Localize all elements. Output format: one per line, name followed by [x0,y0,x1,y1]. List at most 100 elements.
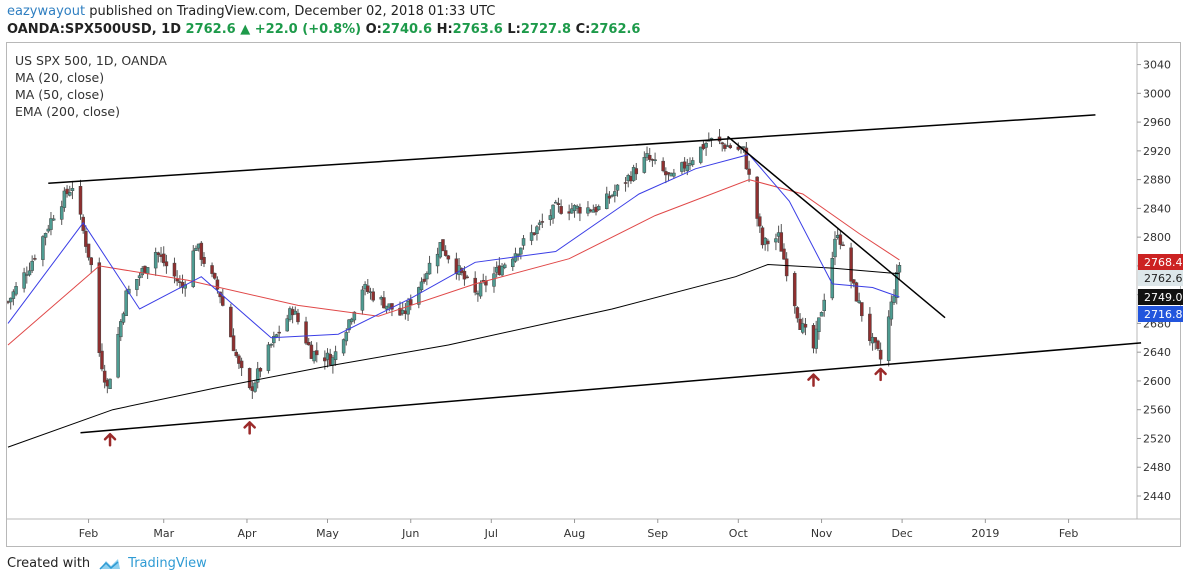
candle-body [540,221,545,223]
candle-body [247,368,252,389]
open-label: O: [365,22,382,37]
legend-ma20[interactable]: MA (20, close) [15,70,105,85]
candle-body [352,311,357,321]
candle-body [894,272,899,298]
chart-legend: US SPX 500, 1D, OANDA MA (20, close) MA … [15,52,167,120]
candle-body [255,368,260,383]
candle-body [70,188,75,191]
candle-body [653,159,657,161]
candle-body [473,277,477,293]
candle-body [116,333,120,378]
candle-body [409,299,413,306]
candle-body [221,296,225,306]
trendline-descending-resistance [727,135,946,319]
candle-body [860,302,864,317]
tradingview-logo-icon[interactable] [98,557,122,571]
candle-body [876,340,880,349]
candle-body [210,265,214,274]
plot-area [7,128,902,448]
candle-body [741,146,746,148]
x-tick-label: May [316,527,339,540]
legend-ma50[interactable]: MA (50, close) [15,87,105,102]
candle-body [215,279,220,290]
candle-body [78,186,83,215]
candle-body [897,265,902,273]
up-arrow-icon [874,367,887,382]
candle-body [779,232,784,252]
author-link[interactable]: eazywayout [7,4,86,19]
y-tick-label: 2480 [1143,461,1171,474]
candle-body [720,142,724,145]
low-value: 2727.8 [520,22,572,37]
tradingview-brand[interactable]: TradingView [128,556,207,571]
candle-body [500,266,504,276]
candle-body [792,272,797,307]
trendline-lower-channel [80,342,1142,434]
ema200-line [7,263,900,448]
legend-ema200[interactable]: EMA (200, close) [15,104,120,119]
candle-body [65,188,69,195]
candle-body [199,242,204,260]
candle-body [822,299,826,312]
candle-body [634,168,639,175]
candle-body [108,378,112,389]
candle-body [535,226,539,235]
y-tick-label: 2600 [1143,375,1171,388]
candle-body [145,267,150,275]
candle-body [161,253,166,264]
candle-body [672,172,676,177]
x-tick-label: Apr [237,527,257,540]
symbol-label: OANDA:SPX500USD, 1D [7,22,181,37]
candle-body [81,216,85,231]
y-tick-label: 2440 [1143,490,1171,503]
candle-body [312,351,316,362]
candle-body [854,282,859,302]
candle-body [419,281,424,291]
candle-body [801,323,805,333]
candle-body [886,316,891,361]
x-tick-label: Oct [729,527,749,540]
candle-body [623,182,628,184]
candle-body [462,270,467,280]
candle-body [502,264,507,268]
price-tag-bg [1138,289,1183,305]
candle-body [782,248,786,260]
candle-body [615,184,620,191]
publish-text: published on TradingView.com, December 0… [85,4,496,19]
candle-body [889,301,894,320]
candle-body [516,253,520,256]
candle-body [406,300,410,315]
trendline-upper-channel [48,114,1096,184]
x-tick-label: Nov [811,527,833,540]
candle-body [119,321,123,338]
candle-body [84,231,88,247]
close-label: C: [575,22,591,37]
close-value: 2762.6 [590,22,641,37]
candle-body [135,279,139,290]
publish-info: eazywayout published on TradingView.com,… [7,4,495,19]
candle-body [833,238,837,258]
x-tick-label: Jun [401,527,419,540]
candle-body [8,297,13,303]
candle-body [100,350,104,370]
candle-body [868,313,872,341]
candle-body [661,160,665,172]
candle-body [605,193,609,209]
candle-body [519,247,523,255]
candle-body [849,247,853,282]
candle-body [556,203,561,205]
y-tick-label: 2560 [1143,404,1171,417]
candle-body [296,312,300,323]
low-label: L: [507,22,521,37]
ma50-line [7,179,900,346]
candle-body [153,252,158,269]
candle-body [41,236,45,260]
created-with-text: Created with [7,556,91,571]
x-tick-label: Dec [891,527,912,540]
price-tag-label: 2749.0 [1144,291,1183,304]
candle-body [333,351,338,360]
high-label: H: [436,22,453,37]
y-tick-label: 3000 [1143,87,1171,100]
candle-body [747,168,751,175]
